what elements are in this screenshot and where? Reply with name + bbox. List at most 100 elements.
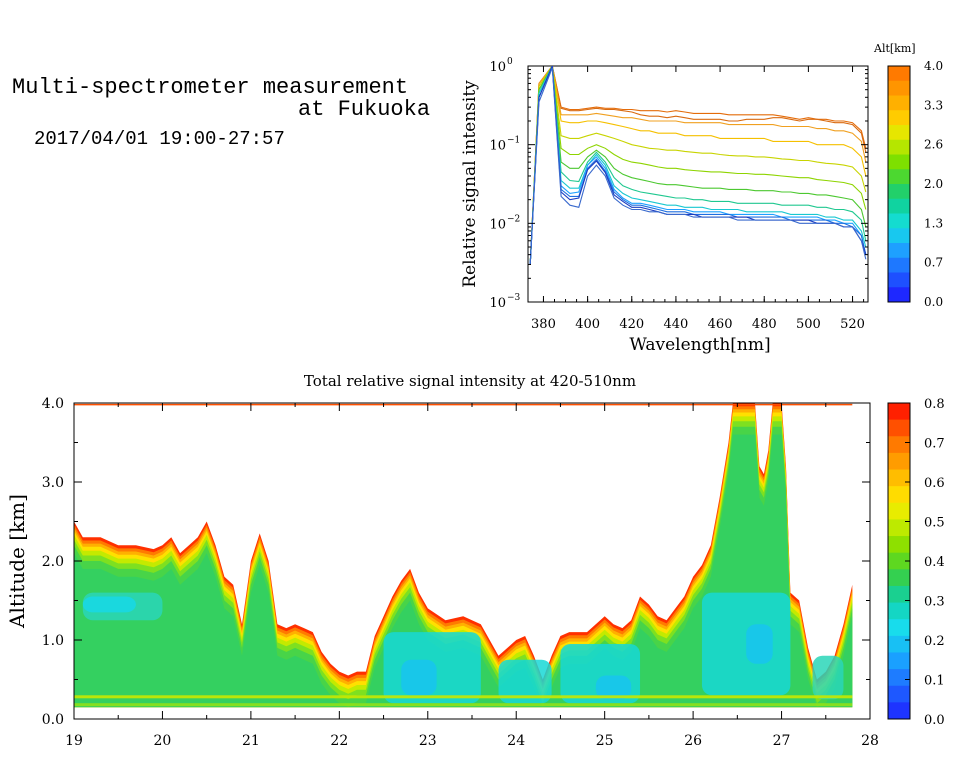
heatmap-patch	[82, 596, 136, 613]
colorbar-segment	[888, 213, 910, 229]
heatmap-x-tick-label: 26	[684, 733, 702, 749]
colorbar-segment	[888, 228, 910, 244]
colorbar-segment	[888, 154, 910, 170]
heatmap-y-tick-label: 0.0	[42, 712, 64, 728]
spectrum-y-tick-exponent: −2	[507, 214, 520, 224]
heatmap-patch	[595, 675, 632, 700]
spectrum-x-tick-label: 380	[531, 317, 556, 332]
date-range: 2017/04/01 19:00-27:57	[34, 128, 285, 150]
colorbar-label: Alt[km]	[873, 42, 916, 55]
colorbar-segment	[888, 619, 910, 637]
colorbar-tick-label: 0.7	[924, 256, 943, 270]
spectrum-y-tick-exponent: −1	[507, 136, 520, 146]
spectrum-series-10	[529, 66, 867, 265]
colorbar-segment	[888, 257, 910, 273]
heatmap-title: Total relative signal intensity at 420-5…	[304, 372, 636, 390]
spectrum-y-tick-label: 10	[489, 217, 506, 232]
spectrum-x-tick-label: 520	[840, 317, 865, 332]
heatmap-y-tick-label: 1.0	[42, 633, 64, 649]
colorbar-segment	[888, 169, 910, 185]
colorbar-segment	[888, 536, 910, 554]
chart-title-line1: Multi-spectrometer measurement	[12, 75, 409, 100]
colorbar-tick-label: 3.3	[924, 98, 943, 112]
colorbar-tick-label: 0.1	[924, 674, 945, 689]
heatmap-ground-stripe	[74, 695, 853, 699]
colorbar-segment	[888, 635, 910, 653]
colorbar-segment	[888, 669, 910, 687]
colorbar-frame	[887, 65, 911, 303]
colorbar-segment	[888, 502, 910, 520]
spectrum-y-tick-label: 10	[489, 296, 506, 311]
colorbar-tick-label: 0.2	[924, 634, 945, 649]
spectrum-y-axis-label: Relative signal intensity	[460, 80, 480, 288]
heatmap-x-tick-label: 23	[419, 733, 437, 749]
heatmap-ground-stripe	[74, 703, 853, 707]
heatmap-x-tick-label: 24	[507, 733, 525, 749]
heatmap-x-tick-label: 21	[242, 733, 260, 749]
heatmap-y-tick-label: 3.0	[42, 475, 64, 491]
spectrum-x-axis-label: Wavelength[nm]	[629, 335, 770, 355]
colorbar-segment	[888, 184, 910, 200]
heatmap-contour-band	[74, 434, 853, 708]
spectrum-x-tick-label: 500	[796, 317, 821, 332]
heatmap-patch	[498, 659, 552, 704]
spectrum-series-9	[529, 66, 867, 265]
colorbar-segment	[888, 585, 910, 604]
spectrum-series-4	[529, 66, 867, 265]
spectrum-y-tick-exponent: 0	[507, 57, 513, 67]
heatmap-patch	[812, 655, 844, 700]
colorbar-tick-label: 0.8	[924, 397, 945, 412]
spectrum-y-tick-label: 10	[489, 139, 506, 154]
spectrum-x-tick-label: 460	[708, 317, 733, 332]
altitude-colorbar: 4.0 3.3 2.6 2.0 1.3 0.7 0.0	[887, 59, 943, 309]
heatmap-x-tick-label: 28	[861, 733, 879, 749]
colorbar-segment	[888, 685, 910, 703]
colorbar-segment	[888, 702, 910, 720]
spectrum-series-6	[529, 66, 867, 265]
colorbar-tick-label: 0.3	[924, 595, 945, 610]
spectrum-x-tick-label: 420	[619, 317, 644, 332]
colorbar-segment	[888, 486, 910, 504]
spectrum-series-8	[529, 66, 867, 265]
colorbar-tick-label: 4.0	[924, 59, 943, 73]
colorbar-segment	[888, 198, 910, 214]
spectrum-series-7	[529, 66, 867, 265]
heatmap-x-tick-label: 22	[330, 733, 348, 749]
colorbar-tick-label: 0.7	[924, 437, 945, 452]
colorbar-segment	[888, 287, 910, 303]
colorbar-tick-label: 0.0	[924, 295, 943, 309]
colorbar-segment	[888, 652, 910, 670]
intensity-heatmap: Total relative signal intensity at 420-5…	[5, 372, 945, 749]
colorbar-tick-label: 0.0	[924, 713, 945, 728]
spectrum-series-12	[529, 67, 867, 265]
colorbar-segment	[888, 419, 910, 437]
heatmap-x-tick-label: 19	[65, 733, 83, 749]
heatmap-y-tick-label: 2.0	[42, 554, 64, 570]
colorbar-segment	[888, 243, 910, 259]
heatmap-patch	[401, 659, 437, 696]
chart-title-line2: at Fukuoka	[298, 97, 431, 122]
heatmap-x-tick-label: 25	[596, 733, 614, 749]
heatmap-x-tick-label: 27	[773, 733, 791, 749]
heatmap-x-tick-label: 20	[154, 733, 172, 749]
spectrum-x-tick-label: 480	[752, 317, 777, 332]
colorbar-segment	[888, 125, 910, 141]
spectrum-series-1	[529, 66, 867, 265]
colorbar-segment	[888, 139, 910, 155]
spectrum-x-tick-label: 400	[575, 317, 600, 332]
colorbar-segment	[888, 95, 910, 111]
heatmap-patch	[746, 624, 773, 664]
intensity-colorbar: 0.8 0.7 0.6 0.5 0.4 0.3 0.2 0.1 0.0	[887, 397, 945, 728]
colorbar-segment	[888, 80, 910, 96]
colorbar-segment	[888, 66, 910, 82]
spectrum-y-tick-label: 10	[489, 60, 506, 75]
colorbar-segment	[888, 602, 910, 620]
spectrum-y-tick-exponent: −3	[507, 293, 521, 303]
heatmap-y-tick-label: 4.0	[42, 396, 64, 412]
spectrum-series-5	[529, 66, 867, 265]
spectrum-plot-frame	[527, 65, 869, 303]
colorbar-tick-label: 0.6	[924, 476, 945, 491]
spectrum-series-3	[529, 66, 867, 265]
